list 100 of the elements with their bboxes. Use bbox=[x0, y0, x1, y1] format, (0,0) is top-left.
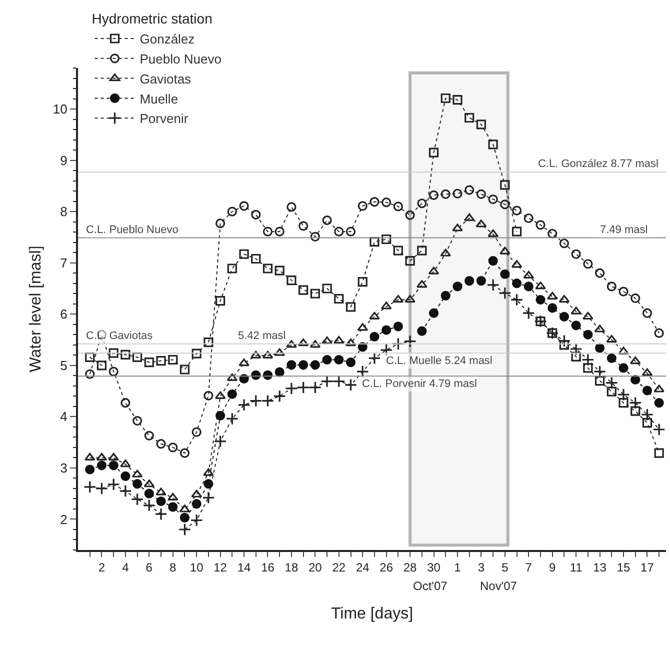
annotation: 5.42 masl bbox=[238, 330, 286, 342]
point bbox=[204, 479, 214, 489]
point bbox=[308, 381, 322, 394]
point bbox=[180, 512, 190, 522]
point bbox=[249, 394, 262, 408]
point bbox=[370, 197, 380, 207]
point bbox=[96, 360, 107, 370]
point bbox=[488, 229, 498, 237]
legend-label: Gaviotas bbox=[140, 71, 192, 86]
point bbox=[583, 363, 593, 373]
point bbox=[334, 294, 344, 304]
point bbox=[559, 238, 570, 248]
point bbox=[132, 352, 142, 362]
point bbox=[535, 282, 546, 290]
point bbox=[571, 320, 581, 330]
text: Nov'07 bbox=[480, 579, 518, 593]
point bbox=[618, 363, 628, 373]
point bbox=[85, 464, 95, 474]
point bbox=[356, 365, 370, 378]
x-tick-label: 8 bbox=[170, 560, 177, 574]
point bbox=[593, 365, 606, 378]
point bbox=[654, 448, 664, 458]
point bbox=[558, 334, 571, 348]
point bbox=[369, 312, 380, 320]
point bbox=[296, 381, 310, 394]
point bbox=[204, 390, 214, 400]
x-tick-label: 24 bbox=[356, 560, 370, 574]
point bbox=[332, 374, 346, 388]
x-tick-label: 26 bbox=[380, 560, 394, 574]
point bbox=[548, 228, 558, 238]
point bbox=[156, 488, 166, 496]
x-tick-label: 15 bbox=[616, 560, 631, 574]
point bbox=[452, 188, 462, 198]
point bbox=[617, 388, 630, 402]
point bbox=[216, 296, 226, 306]
point bbox=[500, 180, 510, 190]
point bbox=[382, 234, 392, 244]
point bbox=[226, 412, 239, 426]
point bbox=[320, 374, 334, 388]
y-tick-label: 7 bbox=[60, 255, 68, 270]
point bbox=[464, 112, 474, 123]
x-tick-label: 28 bbox=[403, 560, 418, 574]
point bbox=[605, 376, 618, 390]
point bbox=[344, 378, 358, 392]
point bbox=[214, 434, 227, 448]
ref-line-label: C.L. Gaviotas bbox=[86, 330, 154, 342]
point bbox=[132, 479, 142, 489]
point bbox=[358, 201, 368, 211]
point bbox=[274, 266, 284, 276]
y-tick-label: 5 bbox=[60, 358, 68, 373]
point bbox=[85, 352, 95, 362]
point bbox=[606, 386, 616, 396]
point bbox=[120, 471, 130, 481]
point bbox=[346, 358, 356, 368]
ref-line-label: C.L. González 8.77 masl bbox=[538, 158, 658, 170]
point bbox=[322, 336, 332, 344]
x-tick-label: 20 bbox=[308, 560, 322, 574]
point bbox=[262, 226, 273, 236]
x-tick-label: 16 bbox=[261, 560, 275, 574]
point bbox=[298, 285, 308, 295]
point bbox=[382, 325, 392, 335]
point bbox=[654, 384, 664, 392]
point bbox=[310, 232, 320, 242]
point bbox=[393, 202, 403, 212]
point bbox=[618, 398, 628, 408]
annotation: 7.49 masl bbox=[600, 224, 648, 236]
legend-title: Hydrometric station bbox=[92, 10, 212, 27]
point bbox=[310, 288, 320, 298]
x-tick-label: 14 bbox=[237, 560, 252, 574]
point bbox=[322, 354, 332, 365]
point bbox=[654, 328, 664, 338]
point bbox=[500, 269, 510, 279]
point bbox=[227, 264, 237, 274]
point bbox=[298, 360, 308, 370]
point bbox=[512, 206, 522, 216]
y-axis-title: Water level [masl] bbox=[27, 246, 44, 372]
point bbox=[168, 502, 178, 512]
point bbox=[370, 332, 380, 342]
point bbox=[226, 373, 238, 382]
y-tick-label: 10 bbox=[52, 102, 68, 117]
point bbox=[120, 398, 130, 408]
point bbox=[440, 93, 450, 104]
x-tick-label: 2 bbox=[98, 560, 106, 574]
point bbox=[168, 354, 178, 365]
y-tick-label: 6 bbox=[60, 306, 68, 322]
point bbox=[452, 224, 463, 232]
point bbox=[334, 354, 344, 365]
point bbox=[180, 448, 190, 458]
point bbox=[583, 259, 593, 269]
point bbox=[262, 264, 273, 274]
point bbox=[322, 215, 332, 226]
point bbox=[570, 306, 582, 314]
x-tick-label: 9 bbox=[549, 560, 556, 574]
point bbox=[168, 442, 178, 452]
point bbox=[107, 478, 120, 491]
x-axis-title: Time [days] bbox=[330, 606, 414, 623]
point bbox=[405, 256, 415, 266]
point bbox=[476, 189, 486, 199]
point bbox=[628, 396, 642, 410]
point bbox=[392, 337, 405, 350]
